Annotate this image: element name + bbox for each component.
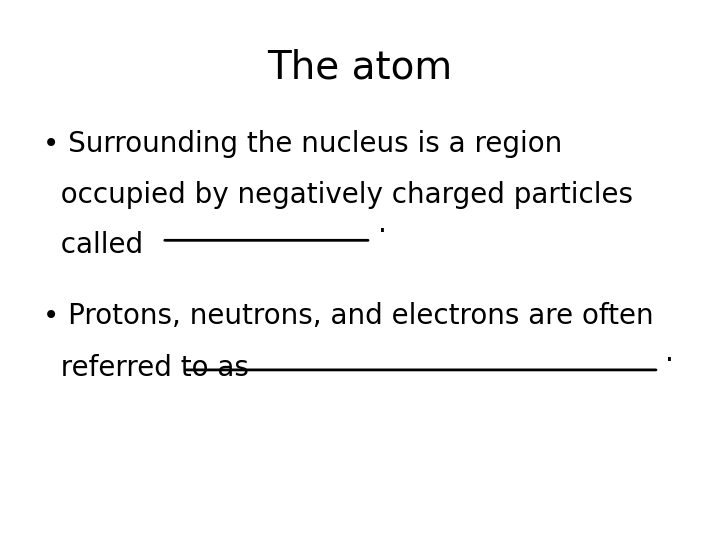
- Text: • Surrounding the nucleus is a region: • Surrounding the nucleus is a region: [43, 130, 562, 158]
- Text: occupied by negatively charged particles: occupied by negatively charged particles: [43, 181, 633, 209]
- Text: • Protons, neutrons, and electrons are often: • Protons, neutrons, and electrons are o…: [43, 302, 654, 330]
- Text: called: called: [43, 231, 143, 259]
- Text: referred to as: referred to as: [43, 354, 249, 382]
- Text: .: .: [378, 210, 387, 238]
- Text: The atom: The atom: [267, 49, 453, 86]
- Text: .: .: [665, 339, 673, 367]
